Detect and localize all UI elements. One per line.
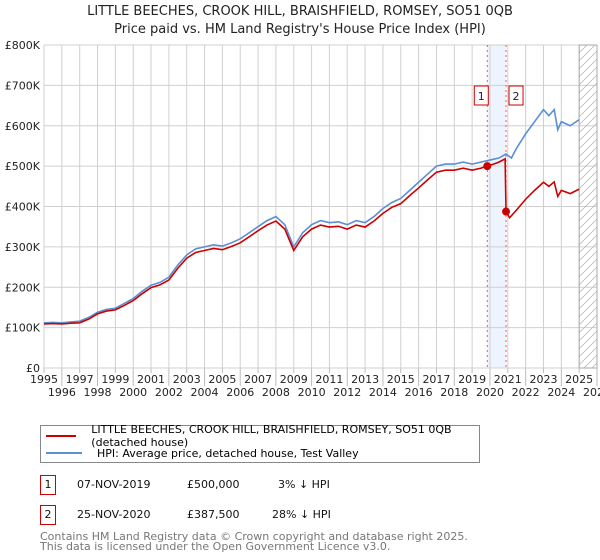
x-tick-label: 2025	[565, 373, 593, 386]
legend-label: HPI: Average price, detached house, Test…	[97, 446, 359, 460]
x-tick-label: 2006	[226, 386, 254, 399]
sale-label: 2	[513, 90, 520, 103]
x-tick-label: 2009	[280, 373, 308, 386]
x-tick-label: 2019	[458, 373, 486, 386]
legend-label: LITTLE BEECHES, CROOK HILL, BRAISHFIELD,…	[91, 423, 452, 449]
y-tick-label: £800K	[5, 39, 41, 52]
x-tick-label: 1999	[101, 373, 129, 386]
x-tick-label: 2011	[315, 373, 343, 386]
x-tick-label: 2021	[494, 373, 522, 386]
x-tick-label: 2026	[583, 386, 600, 399]
x-tick-label: 2013	[351, 373, 379, 386]
x-tick-label: 1997	[66, 373, 94, 386]
y-tick-label: £100K	[5, 322, 41, 335]
x-tick-label: 2015	[387, 373, 415, 386]
transaction-hpi: 3% ↓ HPI	[278, 478, 330, 491]
y-tick-label: £0	[26, 362, 40, 375]
x-tick-label: 2001	[137, 373, 165, 386]
price-chart: 1995199619971998199920002001200220032004…	[5, 39, 600, 399]
transaction-marker: 1	[40, 475, 56, 495]
legend-item-property: LITTLE BEECHES, CROOK HILL, BRAISHFIELD,…	[41, 423, 479, 449]
y-tick-label: £600K	[5, 120, 41, 133]
transaction-date: 25-NOV-2020	[77, 508, 151, 521]
x-tick-label: 2010	[298, 386, 326, 399]
sale-label-box	[473, 85, 489, 106]
legend: LITTLE BEECHES, CROOK HILL, BRAISHFIELD,…	[40, 423, 480, 463]
x-tick-label: 2023	[529, 373, 557, 386]
transaction-price: £500,000	[187, 478, 240, 491]
x-tick-label: 1996	[48, 386, 76, 399]
sale-point	[502, 207, 511, 216]
y-tick-label: £400K	[5, 201, 41, 214]
x-tick-label: 2016	[405, 386, 433, 399]
transaction-date: 07-NOV-2019	[77, 478, 151, 491]
y-tick-label: £300K	[5, 241, 41, 254]
transaction-marker: 2	[40, 505, 56, 525]
x-tick-label: 2002	[155, 386, 183, 399]
x-tick-label: 2014	[369, 386, 397, 399]
x-tick-label: 2003	[173, 373, 201, 386]
sale-label-box	[508, 85, 524, 106]
transaction-hpi: 28% ↓ HPI	[272, 508, 331, 521]
hpi-line	[43, 107, 580, 324]
x-tick-label: 2024	[547, 386, 575, 399]
transaction-price: £387,500	[187, 508, 240, 521]
x-tick-label: 2004	[191, 386, 219, 399]
sale-point	[483, 162, 492, 171]
x-tick-label: 2012	[333, 386, 361, 399]
x-tick-label: 2007	[244, 373, 272, 386]
x-tick-label: 2005	[208, 373, 236, 386]
y-tick-label: £200K	[5, 281, 41, 294]
footer-copyright: Contains HM Land Registry data © Crown c…	[40, 530, 468, 543]
x-tick-label: 2000	[119, 386, 147, 399]
y-tick-label: £500K	[5, 160, 41, 173]
footer-licence: This data is licensed under the Open Gov…	[40, 540, 391, 553]
x-tick-label: 2008	[262, 386, 290, 399]
y-tick-label: £700K	[5, 79, 41, 92]
x-tick-label: 2020	[476, 386, 504, 399]
legend-item-hpi: HPI: Average price, detached house, Test…	[41, 445, 359, 461]
chart-subtitle: Price paid vs. HM Land Registry's House …	[114, 22, 486, 37]
forecast-region	[578, 44, 598, 369]
x-tick-label: 2017	[422, 373, 450, 386]
sale-label: 1	[478, 90, 485, 103]
x-tick-label: 1998	[84, 386, 112, 399]
x-tick-label: 2018	[440, 386, 468, 399]
x-tick-label: 1995	[30, 373, 58, 386]
legend-swatch	[46, 435, 77, 437]
legend-swatch	[46, 452, 82, 454]
chart-title: LITTLE BEECHES, CROOK HILL, BRAISHFIELD,…	[87, 4, 513, 19]
x-tick-label: 2022	[512, 386, 540, 399]
